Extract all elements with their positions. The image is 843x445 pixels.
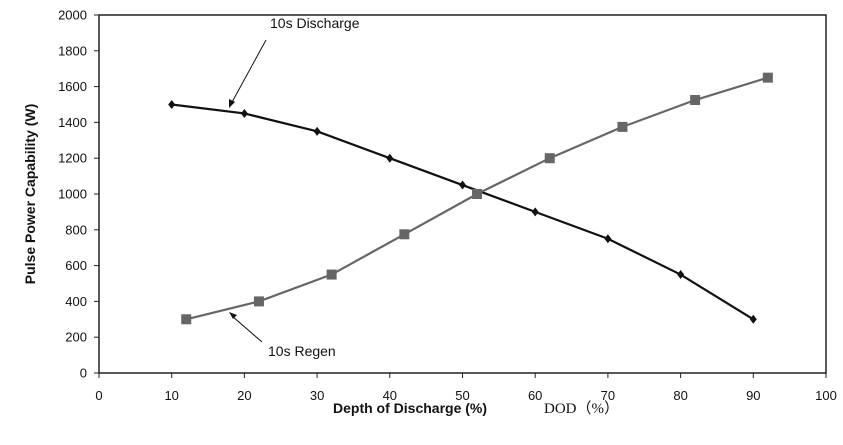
data-point-regen <box>253 296 264 307</box>
data-point-regen <box>399 229 410 240</box>
x-axis-title-secondary: DOD（%） <box>544 400 619 417</box>
x-tick-label: 90 <box>746 388 760 403</box>
y-tick-label: 1800 <box>58 43 87 58</box>
y-tick-label: 1400 <box>58 115 87 130</box>
annotation-regen: 10s Regen <box>268 343 336 359</box>
x-tick-label: 70 <box>601 388 615 403</box>
plot-frame <box>98 14 827 374</box>
data-point-regen <box>617 121 628 132</box>
y-tick-label: 600 <box>65 258 87 273</box>
x-tick-label: 20 <box>237 388 251 403</box>
data-point-regen <box>326 269 337 280</box>
y-tick-label: 400 <box>65 294 87 309</box>
data-point-discharge <box>604 234 612 244</box>
x-tick-label: 60 <box>528 388 542 403</box>
y-tick-label: 2000 <box>58 8 87 23</box>
y-tick-label: 1600 <box>58 79 87 94</box>
arrowhead-icon <box>229 99 235 108</box>
x-tick-label: 30 <box>310 388 324 403</box>
data-point-discharge <box>240 108 248 118</box>
data-point-regen <box>472 189 483 199</box>
arrowhead-icon <box>229 312 237 319</box>
y-tick-label: 0 <box>80 366 87 381</box>
x-tick-label: 0 <box>95 388 102 403</box>
data-point-regen <box>181 314 192 325</box>
x-tick-label: 50 <box>455 388 469 403</box>
x-tick-label: 40 <box>383 388 397 403</box>
data-point-discharge <box>313 126 321 136</box>
data-point-discharge <box>531 207 539 217</box>
y-tick-label: 1000 <box>58 187 87 202</box>
y-axis-title: Pulse Power Capability (W) <box>22 104 38 284</box>
annotation-discharge-arrow <box>230 39 267 105</box>
data-point-discharge <box>386 153 394 163</box>
y-tick-label: 200 <box>65 330 87 345</box>
annotation-discharge: 10s Discharge <box>270 15 360 31</box>
x-axis-title: Depth of Discharge (%) <box>333 400 487 416</box>
x-tick-label: 10 <box>164 388 178 403</box>
data-point-discharge <box>459 180 466 190</box>
data-point-discharge <box>749 314 757 324</box>
y-tick-label: 1200 <box>58 151 87 166</box>
x-tick-label: 100 <box>815 388 837 403</box>
data-point-regen <box>762 72 773 83</box>
series-line-discharge <box>171 103 754 321</box>
data-point-discharge <box>168 100 176 109</box>
data-point-discharge <box>677 270 685 280</box>
data-point-regen <box>690 95 701 106</box>
y-tick-label: 800 <box>65 222 87 237</box>
data-point-regen <box>544 153 555 164</box>
annotation-regen-arrow <box>231 315 263 343</box>
x-tick-label: 80 <box>673 388 687 403</box>
